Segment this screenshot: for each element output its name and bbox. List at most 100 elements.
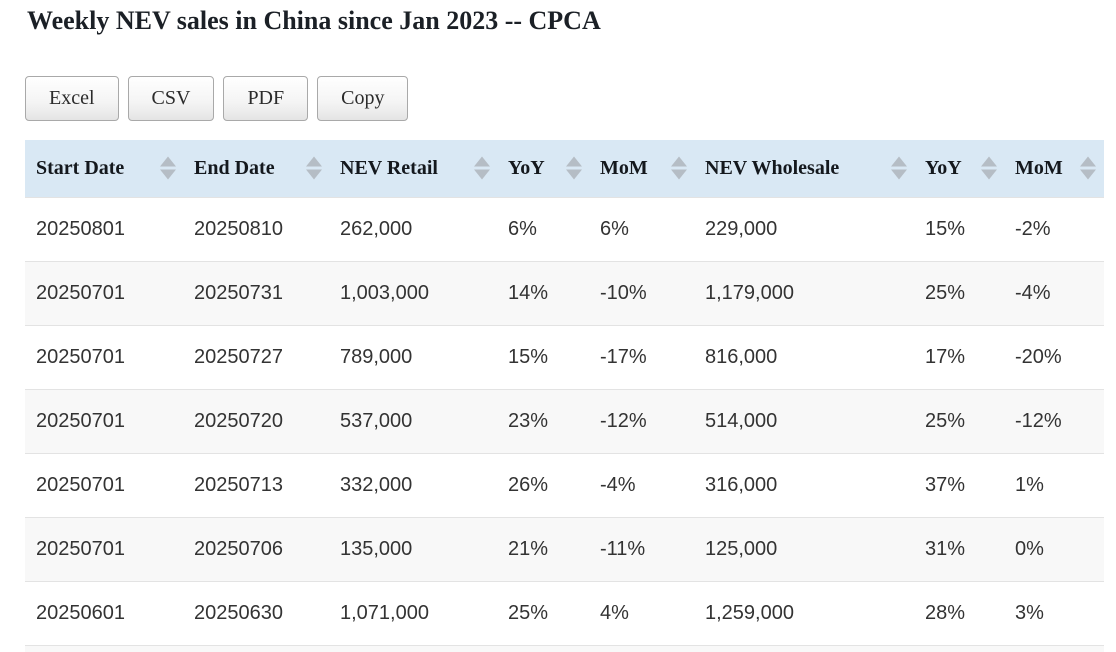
- cell-nev-retail: 789,000: [330, 324, 498, 389]
- cell-nev-retail: 332,000: [330, 452, 498, 517]
- column-header-nev-wholesale[interactable]: NEV Wholesale: [695, 140, 915, 197]
- pdf-button[interactable]: PDF: [223, 76, 309, 121]
- table-row: 20250701 20250713 332,000 26% -4% 316,00…: [25, 452, 1104, 517]
- cell-wholesale-mom: 1%: [1005, 452, 1104, 517]
- cell-start-date: 20250701: [25, 324, 184, 389]
- cell-retail-yoy: 15%: [498, 324, 590, 389]
- sort-desc-icon: [891, 169, 907, 180]
- column-label: YoY: [508, 156, 545, 179]
- sort-asc-icon: [566, 156, 582, 167]
- column-label: MoM: [1015, 156, 1063, 179]
- cell-start-date: 20250701: [25, 516, 184, 581]
- cell-end-date: 20250720: [184, 388, 330, 453]
- cell-end-date: 20250731: [184, 260, 330, 325]
- column-header-wholesale-mom[interactable]: MoM: [1005, 140, 1104, 197]
- cell-end-date: 20250810: [184, 196, 330, 261]
- table-row: 20250601 20250630 1,071,000 25% 4% 1,259…: [25, 580, 1104, 645]
- sort-desc-icon: [160, 169, 176, 180]
- column-label: End Date: [194, 156, 275, 179]
- cell-start-date: 20250601: [25, 580, 184, 645]
- cell-nev-retail: 262,000: [330, 196, 498, 261]
- sort-asc-icon: [891, 156, 907, 167]
- cell-retail-yoy: 26%: [498, 452, 590, 517]
- excel-button[interactable]: Excel: [25, 76, 119, 121]
- sort-desc-icon: [566, 169, 582, 180]
- cell-retail-mom: -12%: [590, 388, 695, 453]
- sort-desc-icon: [1080, 169, 1096, 180]
- cell-start-date: 20250701: [25, 260, 184, 325]
- cell-wholesale-yoy: 25%: [915, 388, 1005, 453]
- cell-nev-wholesale: 229,000: [695, 196, 915, 261]
- cell-retail-yoy: 25%: [498, 580, 590, 645]
- cell-retail-mom: 6%: [590, 196, 695, 261]
- sort-asc-icon: [160, 156, 176, 167]
- cell-end-date: 20250706: [184, 516, 330, 581]
- column-header-nev-retail[interactable]: NEV Retail: [330, 140, 498, 197]
- cell-wholesale-yoy: 17%: [915, 324, 1005, 389]
- cell-nev-retail: 1,003,000: [330, 260, 498, 325]
- table-header-row: Start Date End Date NEV Retail YoY MoM: [25, 140, 1104, 197]
- sort-icons: [891, 156, 907, 180]
- table-row: 20250701 20250731 1,003,000 14% -10% 1,1…: [25, 260, 1104, 325]
- cell-nev-retail: 1,071,000: [330, 580, 498, 645]
- table-row: 20250701 20250720 537,000 23% -12% 514,0…: [25, 388, 1104, 453]
- cell-wholesale-yoy: 37%: [915, 452, 1005, 517]
- cell-wholesale-mom: -2%: [1005, 196, 1104, 261]
- sort-asc-icon: [671, 156, 687, 167]
- sort-icons: [671, 156, 687, 180]
- cell-nev-retail: 537,000: [330, 388, 498, 453]
- cell-wholesale-yoy: 28%: [915, 580, 1005, 645]
- sort-icons: [981, 156, 997, 180]
- cell-end-date: 20250727: [184, 324, 330, 389]
- column-header-start-date[interactable]: Start Date: [25, 140, 184, 197]
- cell-nev-wholesale: 514,000: [695, 388, 915, 453]
- cell-wholesale-mom: 3%: [1005, 580, 1104, 645]
- csv-button[interactable]: CSV: [127, 76, 215, 121]
- cell-retail-mom: -11%: [590, 516, 695, 581]
- cell-start-date: 20250701: [25, 388, 184, 453]
- cell-end-date: 20250630: [184, 580, 330, 645]
- cell-nev-wholesale: 125,000: [695, 516, 915, 581]
- export-toolbar: Excel CSV PDF Copy: [25, 76, 417, 121]
- cell-retail-mom: -17%: [590, 324, 695, 389]
- cell-end-date: 20250713: [184, 452, 330, 517]
- sort-icons: [160, 156, 176, 180]
- cell-nev-retail: 135,000: [330, 516, 498, 581]
- sort-asc-icon: [1080, 156, 1096, 167]
- column-header-wholesale-yoy[interactable]: YoY: [915, 140, 1005, 197]
- sort-icons: [474, 156, 490, 180]
- column-label: MoM: [600, 156, 648, 179]
- column-header-retail-mom[interactable]: MoM: [590, 140, 695, 197]
- sort-icons: [306, 156, 322, 180]
- copy-button[interactable]: Copy: [317, 76, 409, 121]
- sort-asc-icon: [474, 156, 490, 167]
- cell-retail-yoy: 14%: [498, 260, 590, 325]
- cell-wholesale-mom: -20%: [1005, 324, 1104, 389]
- cell-retail-mom: -10%: [590, 260, 695, 325]
- cell-nev-wholesale: 816,000: [695, 324, 915, 389]
- sort-asc-icon: [981, 156, 997, 167]
- page-title: Weekly NEV sales in China since Jan 2023…: [27, 6, 601, 35]
- cell-nev-wholesale: 316,000: [695, 452, 915, 517]
- cell-nev-wholesale: 1,179,000: [695, 260, 915, 325]
- sort-desc-icon: [981, 169, 997, 180]
- cell-wholesale-mom: 0%: [1005, 516, 1104, 581]
- column-label: NEV Wholesale: [705, 156, 840, 179]
- column-header-end-date[interactable]: End Date: [184, 140, 330, 197]
- sort-desc-icon: [306, 169, 322, 180]
- column-label: NEV Retail: [340, 156, 438, 179]
- data-table-container: Start Date End Date NEV Retail YoY MoM: [25, 140, 1104, 652]
- cell-retail-mom: -4%: [590, 452, 695, 517]
- cell-retail-mom: 4%: [590, 580, 695, 645]
- cell-retail-yoy: 23%: [498, 388, 590, 453]
- cell-retail-yoy: 6%: [498, 196, 590, 261]
- table-row: 20250701 20250706 135,000 21% -11% 125,0…: [25, 516, 1104, 581]
- cell-start-date: 20250701: [25, 452, 184, 517]
- column-header-retail-yoy[interactable]: YoY: [498, 140, 590, 197]
- cell-wholesale-yoy: 15%: [915, 196, 1005, 261]
- cell-nev-wholesale: 1,259,000: [695, 580, 915, 645]
- column-label: Start Date: [36, 156, 125, 179]
- sort-icons: [566, 156, 582, 180]
- cell-start-date: 20250801: [25, 196, 184, 261]
- nev-sales-table: Start Date End Date NEV Retail YoY MoM: [25, 140, 1104, 652]
